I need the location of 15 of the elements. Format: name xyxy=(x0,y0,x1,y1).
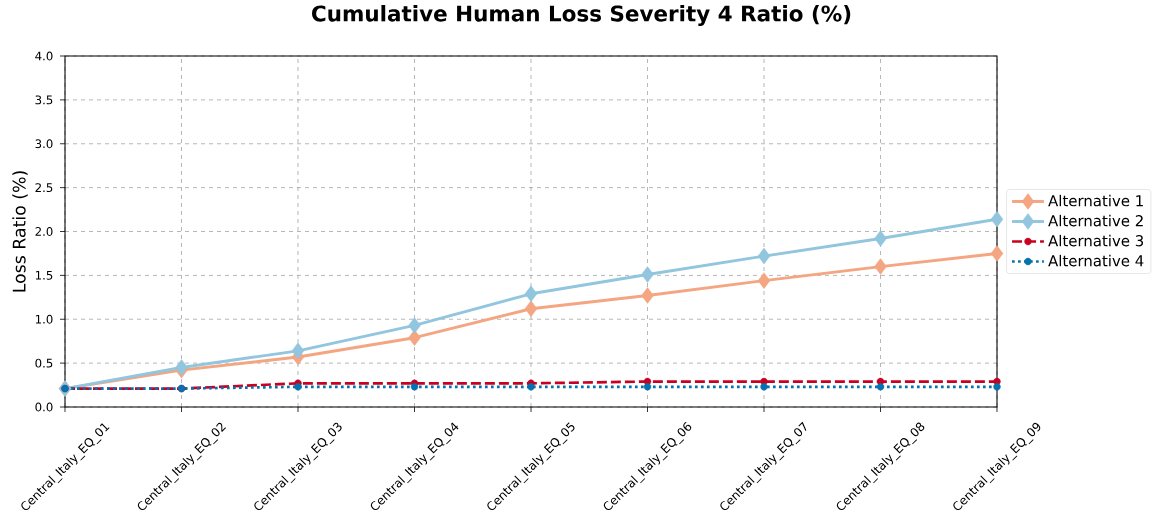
y-tick-label: 0.5 xyxy=(35,358,53,368)
y-axis-title: Loss Ratio (%) xyxy=(12,171,28,292)
y-tick-label: 1.5 xyxy=(35,271,53,280)
legend-label: Alternative 3 xyxy=(1048,234,1144,247)
legend-label: Alternative 2 xyxy=(1048,214,1143,227)
y-tick-label: 4.0 xyxy=(35,51,53,61)
chart-title: Cumulative Human Loss Severity 4 Ratio (%) xyxy=(312,5,851,26)
y-tick-label: 2.0 xyxy=(35,227,53,236)
y-tick-label: 0.0 xyxy=(35,402,53,412)
y-tick-label: 2.5 xyxy=(35,183,53,193)
y-tick-label: 3.5 xyxy=(35,95,53,105)
y-tick-label: 1.0 xyxy=(35,314,53,324)
y-tick-label: 3.0 xyxy=(35,139,53,149)
legend-label: Alternative 4 xyxy=(1048,254,1144,267)
legend-label: Alternative 1 xyxy=(1048,194,1143,207)
